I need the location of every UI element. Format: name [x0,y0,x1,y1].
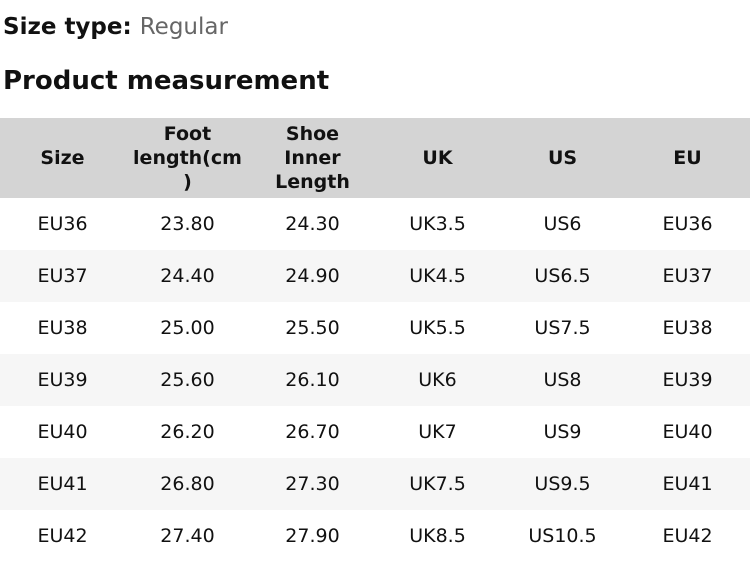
column-header-shoe-inner-length: Shoe Inner Length [250,117,375,198]
cell-eu: EU38 [662,316,713,339]
cell-size: EU38 [37,316,88,339]
cell-shoe-inner-length: 25.50 [285,316,340,339]
cell-foot-length: 27.40 [160,524,215,547]
cell-shoe-inner-length: 27.30 [285,472,340,495]
cell-size: EU36 [37,212,88,235]
column-header-us: US [500,117,625,198]
cell-uk: UK7 [418,420,457,443]
cell-uk: UK8.5 [409,524,466,547]
cell-foot-length: 26.80 [160,472,215,495]
cell-us: US8 [543,368,582,391]
cell-us: US9 [543,420,582,443]
table-row: EU41 26.80 27.30 UK7.5 US9.5 EU41 [0,457,750,510]
cell-foot-length: 24.40 [160,264,215,287]
cell-size: EU39 [37,368,88,391]
cell-shoe-inner-length: 26.70 [285,420,340,443]
cell-size: EU40 [37,420,88,443]
table-row: EU42 27.40 27.90 UK8.5 US10.5 EU42 [0,510,750,562]
cell-us: US9.5 [534,472,591,495]
cell-shoe-inner-length: 26.10 [285,368,340,391]
cell-eu: EU37 [662,264,713,287]
size-type-value: Regular [139,14,228,40]
cell-us: US6.5 [534,264,591,287]
table-row: EU38 25.00 25.50 UK5.5 US7.5 EU38 [0,302,750,354]
cell-foot-length: 26.20 [160,420,215,443]
cell-eu: EU39 [662,368,713,391]
cell-eu: EU40 [662,420,713,443]
cell-us: US10.5 [528,524,597,547]
cell-eu: EU41 [662,472,713,495]
column-header-size: Size [0,117,125,198]
cell-us: US7.5 [534,316,591,339]
cell-size: EU37 [37,264,88,287]
cell-shoe-inner-length: 27.90 [285,524,340,547]
cell-foot-length: 25.00 [160,316,215,339]
cell-shoe-inner-length: 24.30 [285,212,340,235]
cell-uk: UK5.5 [409,316,466,339]
cell-eu: EU42 [662,524,713,547]
cell-shoe-inner-length: 24.90 [285,264,340,287]
table-header-row: Size Foot length(cm ) Shoe Inner Length … [0,117,750,198]
cell-eu: EU36 [662,212,713,235]
table-row: EU40 26.20 26.70 UK7 US9 EU40 [0,406,750,458]
table-row: EU36 23.80 24.30 UK3.5 US6 EU36 [0,198,750,250]
column-header-uk: UK [375,117,500,198]
cell-size: EU42 [37,524,88,547]
column-header-eu: EU [625,117,750,198]
cell-foot-length: 23.80 [160,212,215,235]
size-type-heading: Size type: Regular [3,13,750,42]
product-measurement-title: Product measurement [3,65,330,96]
table-row: EU39 25.60 26.10 UK6 US8 EU39 [0,353,750,406]
cell-uk: UK6 [418,368,457,391]
cell-us: US6 [543,212,582,235]
cell-uk: UK7.5 [409,472,466,495]
size-type-label: Size type: [3,14,132,40]
cell-size: EU41 [37,472,88,495]
column-header-foot-length: Foot length(cm ) [125,117,250,198]
cell-foot-length: 25.60 [160,368,215,391]
product-measurement-table: Size Foot length(cm ) Shoe Inner Length … [0,117,750,562]
cell-uk: UK4.5 [409,264,466,287]
cell-uk: UK3.5 [409,212,466,235]
table-row: EU37 24.40 24.90 UK4.5 US6.5 EU37 [0,249,750,302]
